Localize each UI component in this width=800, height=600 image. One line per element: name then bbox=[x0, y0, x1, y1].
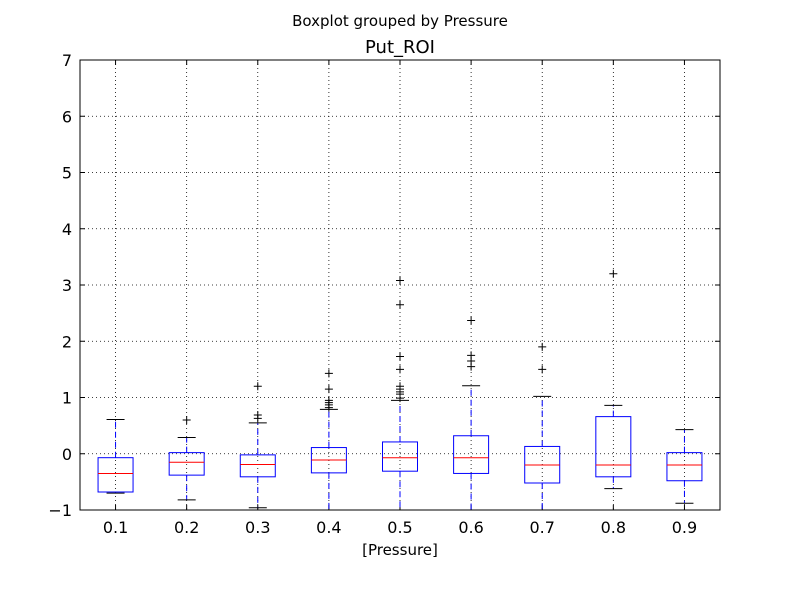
flier-marker bbox=[396, 382, 404, 391]
box-iqr bbox=[97, 457, 134, 493]
x-tick-label: 0.6 bbox=[458, 518, 483, 537]
flier-marker bbox=[253, 410, 262, 419]
flier-marker bbox=[538, 365, 547, 374]
flier-marker bbox=[467, 351, 476, 360]
y-tick-label: 0 bbox=[62, 445, 72, 464]
x-tick-label: 0.2 bbox=[174, 518, 199, 537]
box-iqr bbox=[453, 435, 490, 474]
box-iqr bbox=[666, 452, 703, 482]
flier-marker bbox=[396, 352, 404, 361]
box-iqr bbox=[168, 452, 205, 476]
flier-marker bbox=[396, 365, 404, 374]
y-tick-label: 3 bbox=[62, 276, 72, 295]
x-tick-label: 0.5 bbox=[387, 518, 412, 537]
x-tick-label: 0.9 bbox=[672, 518, 697, 537]
y-tick-label: 2 bbox=[62, 332, 72, 351]
x-tick-label: 0.3 bbox=[245, 518, 270, 537]
y-tick-label: 7 bbox=[62, 51, 72, 70]
flier-marker bbox=[467, 316, 476, 325]
y-tick-label: −1 bbox=[48, 501, 72, 520]
y-tick-label: 6 bbox=[62, 107, 72, 126]
figure-suptitle: Boxplot grouped by Pressure bbox=[292, 12, 508, 30]
y-tick-label: 5 bbox=[62, 164, 72, 183]
flier-marker bbox=[182, 416, 191, 424]
flier-marker bbox=[253, 382, 262, 391]
chart-title: Put_ROI bbox=[365, 37, 435, 58]
y-tick-label: 1 bbox=[62, 389, 72, 408]
flier-marker bbox=[324, 396, 333, 405]
x-tick-label: 0.8 bbox=[601, 518, 626, 537]
box-iqr bbox=[382, 441, 418, 472]
box-iqr bbox=[595, 416, 632, 478]
x-tick-label: 0.4 bbox=[316, 518, 341, 537]
box-iqr bbox=[239, 454, 276, 478]
flier-marker bbox=[396, 276, 404, 285]
flier-marker bbox=[538, 342, 547, 351]
x-axis-label: [Pressure] bbox=[362, 541, 438, 559]
flier-marker bbox=[324, 369, 333, 378]
y-tick-label: 4 bbox=[62, 220, 72, 239]
flier-marker bbox=[324, 385, 333, 394]
axes-frame bbox=[79, 59, 721, 511]
x-tick-label: 0.7 bbox=[529, 518, 554, 537]
plot-area: −1 0 1 2 3 4 5 6 7 0.1 0.2 0.3 0.4 0.5 0.6 0.7 0.8 0.9 bbox=[48, 51, 721, 537]
flier-marker bbox=[609, 269, 618, 278]
x-tick-label: 0.1 bbox=[103, 518, 128, 537]
flier-marker bbox=[396, 300, 404, 309]
